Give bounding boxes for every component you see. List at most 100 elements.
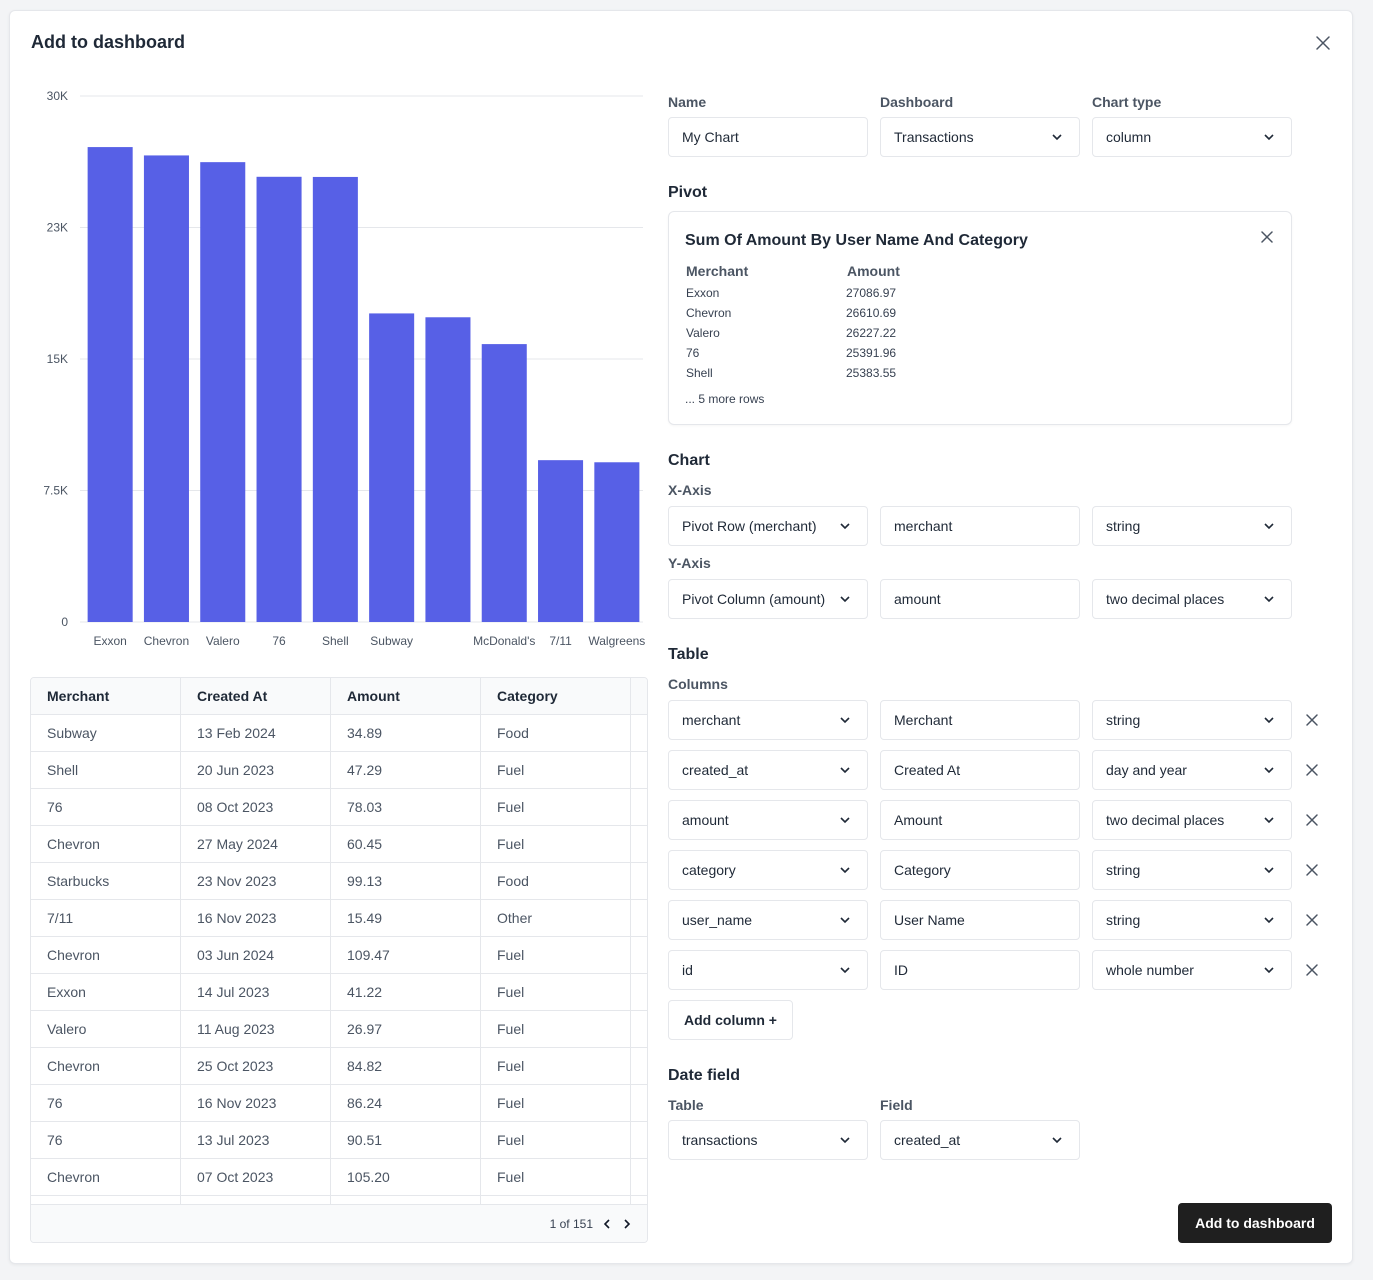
table-cell: 7/11 — [31, 900, 181, 936]
table-row[interactable] — [31, 1196, 647, 1205]
table-row[interactable]: Exxon 14 Jul 2023 41.22 Fuel — [31, 974, 647, 1011]
column-label-input[interactable] — [880, 700, 1080, 740]
column-header-merchant[interactable]: Merchant — [31, 678, 181, 714]
y-axis-source-value: Pivot Column (amount) — [682, 591, 826, 607]
column-label-text[interactable] — [894, 762, 1079, 778]
table-cell: Food — [481, 863, 631, 899]
column-format-select[interactable]: string — [1092, 700, 1292, 740]
column-format-select[interactable]: string — [1092, 900, 1292, 940]
y-axis-field-text[interactable] — [894, 591, 1079, 607]
column-header-created-at[interactable]: Created At — [181, 678, 331, 714]
remove-column-icon[interactable] — [1305, 763, 1319, 777]
chart-type-select[interactable]: column — [1092, 117, 1292, 157]
table-cell-overflow — [631, 1085, 647, 1121]
remove-column-icon[interactable] — [1305, 963, 1319, 977]
remove-column-icon[interactable] — [1305, 713, 1319, 727]
column-label-input[interactable] — [880, 800, 1080, 840]
x-tick-label: Chevron — [144, 634, 189, 648]
chevron-left-icon[interactable] — [601, 1217, 613, 1231]
table-cell: Exxon — [31, 974, 181, 1010]
column-header-amount[interactable]: Amount — [331, 678, 481, 714]
table-row[interactable]: Subway 13 Feb 2024 34.89 Food — [31, 715, 647, 752]
date-field-select[interactable]: created_at — [880, 1120, 1080, 1160]
y-axis-format-select[interactable]: two decimal places — [1092, 579, 1292, 619]
column-field-value: id — [682, 962, 693, 978]
date-table-select[interactable]: transactions — [668, 1120, 868, 1160]
bar-76 — [256, 176, 302, 622]
column-field-select[interactable]: created_at — [668, 750, 868, 790]
table-row[interactable]: Chevron 07 Oct 2023 105.20 Fuel — [31, 1159, 647, 1196]
table-cell: Starbucks — [31, 863, 181, 899]
table-row[interactable]: 7/11 16 Nov 2023 15.49 Other — [31, 900, 647, 937]
pivot-amount: 26227.22 — [846, 326, 897, 340]
chevron-down-icon — [1264, 967, 1274, 974]
column-format-select[interactable]: two decimal places — [1092, 800, 1292, 840]
dashboard-select[interactable]: Transactions — [880, 117, 1080, 157]
column-label-text[interactable] — [894, 912, 1079, 928]
date-table-value: transactions — [682, 1132, 758, 1148]
column-label-input[interactable] — [880, 900, 1080, 940]
remove-column-icon[interactable] — [1305, 863, 1319, 877]
remove-column-icon[interactable] — [1305, 813, 1319, 827]
column-format-select[interactable]: string — [1092, 850, 1292, 890]
column-label-text[interactable] — [894, 862, 1079, 878]
column-label-text[interactable] — [894, 962, 1079, 978]
column-format-select[interactable]: day and year — [1092, 750, 1292, 790]
pivot-title: Sum Of Amount By User Name And Category — [685, 232, 1028, 249]
table-footer: 1 of 151 — [31, 1204, 647, 1242]
x-axis-format-select[interactable]: string — [1092, 506, 1292, 546]
x-axis-source-select[interactable]: Pivot Row (merchant) — [668, 506, 868, 546]
table-cell: 27 May 2024 — [181, 826, 331, 862]
chart-section-title: Chart — [668, 452, 710, 469]
chevron-right-icon[interactable] — [621, 1217, 633, 1231]
table-cell: Shell — [31, 752, 181, 788]
column-label-input[interactable] — [880, 750, 1080, 790]
table-row[interactable]: 76 13 Jul 2023 90.51 Fuel — [31, 1122, 647, 1159]
remove-column-icon[interactable] — [1305, 913, 1319, 927]
table-row[interactable]: Chevron 03 Jun 2024 109.47 Fuel — [31, 937, 647, 974]
column-header-overflow — [631, 678, 647, 714]
table-cell: 76 — [31, 1122, 181, 1158]
column-format-select[interactable]: whole number — [1092, 950, 1292, 990]
column-format-value: two decimal places — [1106, 812, 1225, 828]
column-field-select[interactable]: category — [668, 850, 868, 890]
table-row[interactable]: Chevron 25 Oct 2023 84.82 Fuel — [31, 1048, 647, 1085]
y-axis-field-input[interactable] — [880, 579, 1080, 619]
table-row[interactable]: Chevron 27 May 2024 60.45 Fuel — [31, 826, 647, 863]
name-input[interactable] — [668, 117, 868, 157]
x-tick-label: Walgreens — [588, 634, 645, 648]
column-label-input[interactable] — [880, 950, 1080, 990]
close-icon[interactable] — [1315, 35, 1331, 51]
add-column-button[interactable]: Add column + — [668, 1000, 793, 1040]
name-input-field[interactable] — [682, 129, 867, 145]
column-header-category[interactable]: Category — [481, 678, 631, 714]
date-field-value: created_at — [894, 1132, 961, 1148]
column-format-value: day and year — [1106, 762, 1187, 778]
table-cell-overflow — [631, 715, 647, 751]
chevron-down-icon — [840, 767, 850, 774]
table-row[interactable]: 76 08 Oct 2023 78.03 Fuel — [31, 789, 647, 826]
table-row[interactable]: Starbucks 23 Nov 2023 99.13 Food — [31, 863, 647, 900]
column-field-select[interactable]: merchant — [668, 700, 868, 740]
column-label-text[interactable] — [894, 812, 1079, 828]
x-axis-field-text[interactable] — [894, 518, 1079, 534]
pivot-row: Valero 26227.22 — [686, 323, 896, 343]
column-label-input[interactable] — [880, 850, 1080, 890]
add-to-dashboard-button[interactable]: Add to dashboard — [1178, 1203, 1332, 1243]
bar-7-11 — [538, 460, 584, 622]
date-table-label: Table — [668, 1097, 704, 1113]
columns-label: Columns — [668, 676, 728, 692]
column-field-select[interactable]: amount — [668, 800, 868, 840]
table-cell: 15.49 — [331, 900, 481, 936]
table-row[interactable]: Valero 11 Aug 2023 26.97 Fuel — [31, 1011, 647, 1048]
y-axis-source-select[interactable]: Pivot Column (amount) — [668, 579, 868, 619]
x-axis-field-input[interactable] — [880, 506, 1080, 546]
table-cell-overflow — [631, 789, 647, 825]
column-field-select[interactable]: user_name — [668, 900, 868, 940]
column-field-select[interactable]: id — [668, 950, 868, 990]
column-label-text[interactable] — [894, 712, 1079, 728]
table-row[interactable]: Shell 20 Jun 2023 47.29 Fuel — [31, 752, 647, 789]
chevron-down-icon — [840, 867, 850, 874]
table-row[interactable]: 76 16 Nov 2023 86.24 Fuel — [31, 1085, 647, 1122]
remove-pivot-icon[interactable] — [1260, 230, 1274, 244]
